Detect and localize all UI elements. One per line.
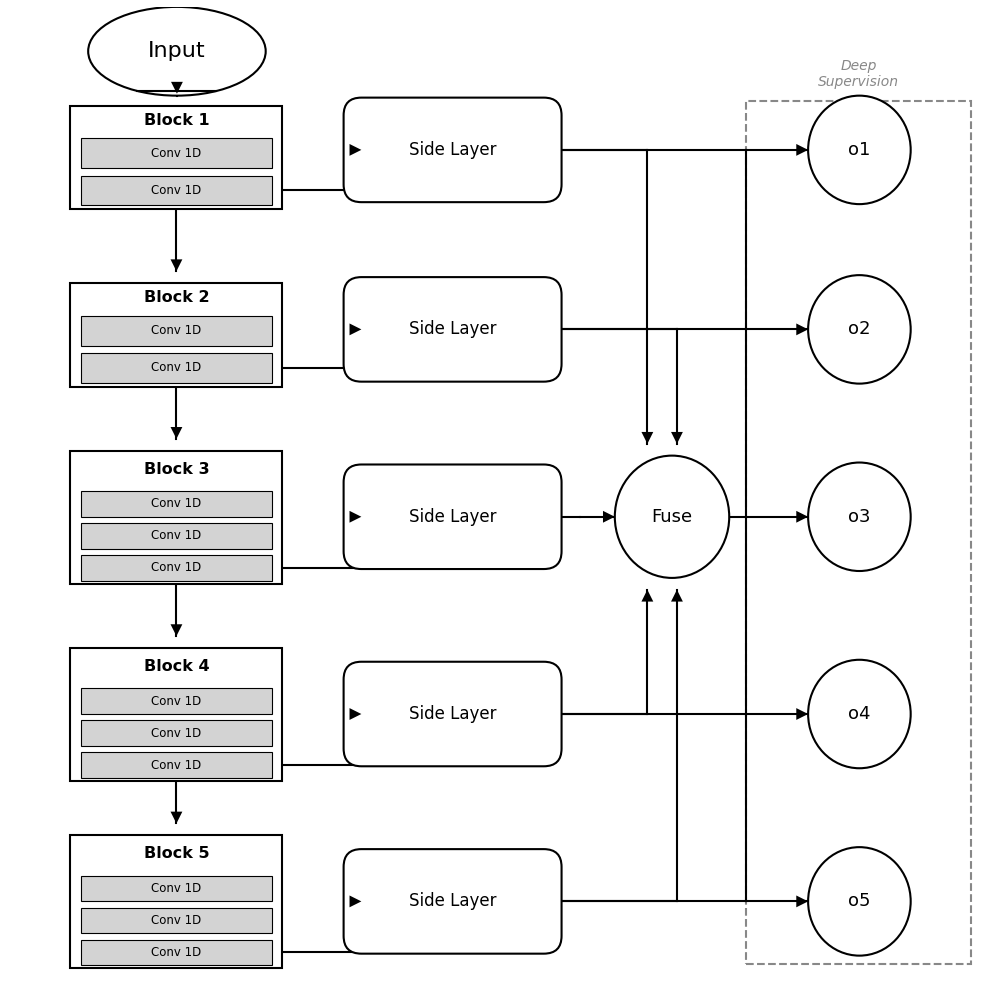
FancyBboxPatch shape: [81, 940, 272, 965]
FancyBboxPatch shape: [70, 648, 283, 781]
FancyBboxPatch shape: [70, 835, 283, 968]
Polygon shape: [170, 259, 182, 271]
Text: Conv 1D: Conv 1D: [151, 324, 202, 337]
Text: Block 2: Block 2: [143, 290, 210, 305]
FancyBboxPatch shape: [343, 464, 562, 569]
Text: Side Layer: Side Layer: [408, 892, 496, 910]
Text: Input: Input: [148, 41, 206, 61]
Text: Conv 1D: Conv 1D: [151, 497, 202, 510]
Text: Conv 1D: Conv 1D: [151, 946, 202, 959]
FancyBboxPatch shape: [81, 720, 272, 746]
Polygon shape: [171, 82, 183, 94]
Ellipse shape: [808, 96, 911, 204]
Text: Conv 1D: Conv 1D: [151, 914, 202, 927]
FancyBboxPatch shape: [81, 316, 272, 346]
Text: Block 4: Block 4: [143, 659, 210, 674]
Polygon shape: [349, 895, 361, 907]
Text: Conv 1D: Conv 1D: [151, 695, 202, 708]
Text: Conv 1D: Conv 1D: [151, 727, 202, 740]
Text: Conv 1D: Conv 1D: [151, 561, 202, 574]
Text: o3: o3: [849, 508, 870, 526]
FancyBboxPatch shape: [81, 555, 272, 581]
Text: o1: o1: [849, 141, 870, 159]
Polygon shape: [170, 624, 182, 636]
FancyBboxPatch shape: [81, 752, 272, 778]
FancyBboxPatch shape: [81, 688, 272, 714]
Polygon shape: [796, 708, 808, 720]
Polygon shape: [349, 708, 361, 720]
FancyBboxPatch shape: [81, 176, 272, 205]
Polygon shape: [642, 590, 654, 602]
FancyBboxPatch shape: [70, 283, 283, 387]
Polygon shape: [642, 432, 654, 444]
FancyBboxPatch shape: [343, 662, 562, 766]
FancyBboxPatch shape: [81, 523, 272, 549]
FancyBboxPatch shape: [343, 849, 562, 954]
Polygon shape: [603, 511, 615, 523]
FancyBboxPatch shape: [81, 876, 272, 901]
Polygon shape: [170, 427, 182, 439]
Ellipse shape: [615, 456, 729, 578]
Text: Side Layer: Side Layer: [408, 320, 496, 338]
Polygon shape: [671, 590, 682, 602]
Polygon shape: [796, 323, 808, 335]
Ellipse shape: [88, 7, 266, 96]
Text: Side Layer: Side Layer: [408, 705, 496, 723]
Text: Conv 1D: Conv 1D: [151, 184, 202, 197]
Text: Conv 1D: Conv 1D: [151, 147, 202, 160]
Text: Conv 1D: Conv 1D: [151, 759, 202, 772]
FancyBboxPatch shape: [70, 106, 283, 209]
Text: Side Layer: Side Layer: [408, 508, 496, 526]
Polygon shape: [349, 511, 361, 523]
Text: Block 1: Block 1: [143, 113, 210, 128]
Text: Deep
Supervision: Deep Supervision: [818, 59, 899, 89]
FancyBboxPatch shape: [343, 277, 562, 382]
Polygon shape: [796, 511, 808, 523]
Text: o4: o4: [849, 705, 870, 723]
Ellipse shape: [808, 275, 911, 384]
Ellipse shape: [808, 847, 911, 956]
Text: Conv 1D: Conv 1D: [151, 882, 202, 895]
Text: o2: o2: [849, 320, 870, 338]
FancyBboxPatch shape: [81, 353, 272, 383]
Polygon shape: [671, 432, 682, 444]
Polygon shape: [796, 895, 808, 907]
FancyBboxPatch shape: [343, 98, 562, 202]
FancyBboxPatch shape: [81, 491, 272, 517]
Ellipse shape: [808, 463, 911, 571]
Polygon shape: [796, 144, 808, 156]
Polygon shape: [349, 323, 361, 335]
Text: Block 3: Block 3: [143, 462, 210, 477]
Text: Conv 1D: Conv 1D: [151, 529, 202, 542]
Ellipse shape: [808, 660, 911, 768]
Polygon shape: [170, 812, 182, 823]
Text: Conv 1D: Conv 1D: [151, 361, 202, 374]
FancyBboxPatch shape: [81, 908, 272, 933]
Text: Fuse: Fuse: [652, 508, 692, 526]
Text: o5: o5: [849, 892, 870, 910]
Text: Side Layer: Side Layer: [408, 141, 496, 159]
Polygon shape: [349, 144, 361, 156]
FancyBboxPatch shape: [70, 451, 283, 584]
FancyBboxPatch shape: [81, 138, 272, 168]
Text: Block 5: Block 5: [143, 846, 210, 861]
